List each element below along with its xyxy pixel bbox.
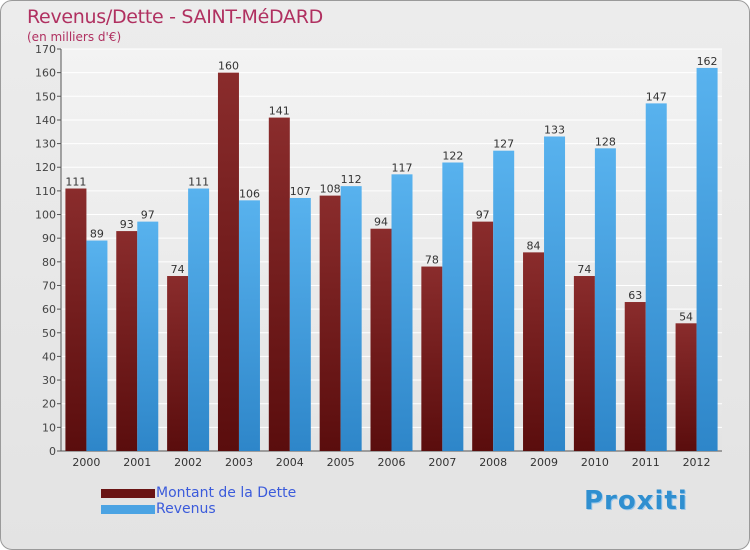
y-tick-label: 110 — [35, 185, 56, 198]
x-tick-label: 2007 — [428, 456, 456, 469]
bar-debt-2000 — [65, 188, 87, 452]
x-tick-label: 2001 — [123, 456, 151, 469]
bar-revenue-2007 — [442, 162, 464, 451]
data-label: 160 — [218, 60, 239, 73]
chart-subtitle: (en milliers d'€) — [27, 30, 122, 44]
bar-revenue-2004 — [289, 197, 311, 451]
y-tick-label: 40 — [42, 350, 56, 363]
bar-debt-2002 — [167, 276, 189, 451]
bar-debt-2009 — [523, 252, 545, 451]
legend-label-revenue: Revenus — [156, 501, 216, 517]
y-tick-label: 70 — [42, 279, 56, 292]
legend-label-debt: Montant de la Dette — [156, 485, 297, 501]
y-tick-label: 130 — [35, 138, 56, 151]
y-tick-label: 100 — [35, 209, 56, 222]
bar-revenue-2011 — [645, 103, 667, 451]
x-tick-label: 2000 — [72, 456, 100, 469]
data-label: 162 — [697, 55, 718, 68]
bar-revenue-2000 — [86, 240, 108, 451]
y-tick-label: 120 — [35, 161, 56, 174]
y-tick-label: 170 — [35, 43, 56, 56]
bar-debt-2011 — [624, 302, 646, 451]
bar-debt-2001 — [116, 231, 138, 451]
bar-revenue-2012 — [696, 67, 718, 451]
legend-item-debt: Montant de la Dette — [101, 485, 381, 502]
data-label: 133 — [544, 123, 565, 136]
y-tick-label: 30 — [42, 374, 56, 387]
data-label: 84 — [527, 239, 541, 252]
data-label: 111 — [65, 176, 86, 189]
x-tick-label: 2010 — [581, 456, 609, 469]
bar-revenue-2003 — [238, 200, 260, 451]
chart-legend: Montant de la Dette Revenus — [101, 485, 381, 522]
legend-swatch-debt — [101, 489, 155, 498]
x-tick-label: 2008 — [479, 456, 507, 469]
data-label: 54 — [679, 310, 693, 323]
bar-debt-2008 — [472, 221, 494, 451]
data-label: 108 — [320, 183, 341, 196]
y-tick-label: 150 — [35, 90, 56, 103]
data-label: 97 — [476, 209, 490, 222]
data-label: 128 — [595, 135, 616, 148]
data-label: 127 — [493, 138, 514, 151]
data-label: 74 — [577, 263, 591, 276]
bar-revenue-2005 — [340, 186, 362, 451]
data-label: 112 — [341, 173, 362, 186]
data-label: 63 — [628, 289, 642, 302]
bar-debt-2005 — [319, 195, 341, 451]
y-tick-label: 0 — [49, 445, 56, 458]
bar-revenue-2010 — [594, 148, 616, 452]
y-tick-label: 10 — [42, 421, 56, 434]
x-tick-label: 2011 — [632, 456, 660, 469]
chart-title: Revenus/Dette - SAINT-MéDARD — [27, 6, 323, 28]
bar-debt-2006 — [370, 228, 392, 451]
x-tick-label: 2003 — [225, 456, 253, 469]
x-tick-label: 2004 — [276, 456, 304, 469]
legend-item-revenue: Revenus — [101, 501, 381, 518]
y-tick-label: 90 — [42, 232, 56, 245]
data-label: 147 — [646, 90, 667, 103]
y-tick-label: 60 — [42, 303, 56, 316]
data-label: 78 — [425, 254, 439, 267]
bar-debt-2012 — [675, 323, 697, 451]
x-tick-label: 2002 — [174, 456, 202, 469]
y-tick-label: 160 — [35, 67, 56, 80]
data-label: 107 — [290, 185, 311, 198]
data-label: 117 — [392, 161, 413, 174]
data-label: 97 — [141, 209, 155, 222]
proxiti-logo: Proxiti — [584, 486, 688, 516]
y-tick-label: 80 — [42, 256, 56, 269]
data-label: 111 — [188, 176, 209, 189]
bar-debt-2010 — [573, 276, 595, 451]
legend-swatch-revenue — [101, 505, 155, 514]
y-tick-label: 140 — [35, 114, 56, 127]
bar-debt-2007 — [421, 266, 443, 451]
data-label: 106 — [239, 187, 260, 200]
data-label: 94 — [374, 216, 388, 229]
bar-debt-2003 — [217, 72, 239, 451]
x-tick-label: 2012 — [683, 456, 711, 469]
bar-revenue-2008 — [493, 150, 515, 451]
bar-revenue-2001 — [137, 221, 159, 451]
y-tick-label: 50 — [42, 327, 56, 340]
bar-debt-2004 — [268, 117, 290, 451]
data-label: 141 — [269, 105, 290, 118]
data-label: 122 — [442, 150, 463, 163]
data-label: 74 — [171, 263, 185, 276]
data-label: 89 — [90, 228, 104, 241]
x-tick-label: 2005 — [327, 456, 355, 469]
x-tick-label: 2006 — [378, 456, 406, 469]
bar-revenue-2006 — [391, 174, 413, 451]
bar-revenue-2009 — [544, 136, 566, 451]
y-tick-label: 20 — [42, 398, 56, 411]
bar-revenue-2002 — [188, 188, 210, 452]
data-label: 93 — [120, 218, 134, 231]
x-tick-label: 2009 — [530, 456, 558, 469]
